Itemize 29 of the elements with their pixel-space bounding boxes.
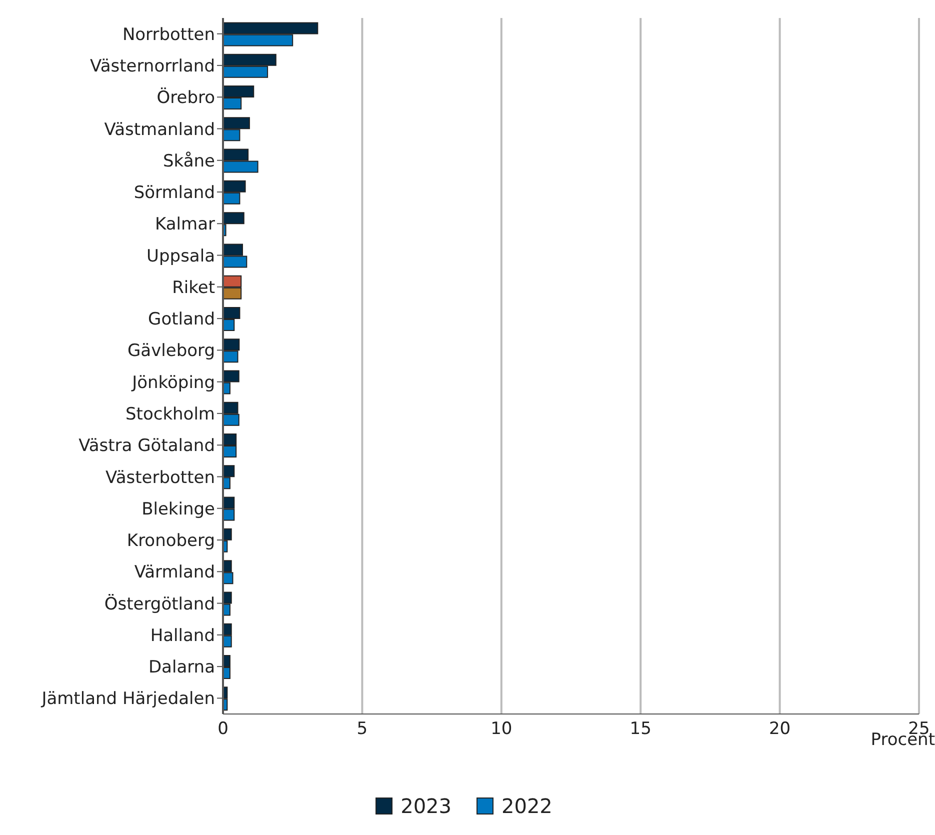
legend-label: 2023 (400, 794, 452, 818)
y-tick-label: Riket (172, 278, 216, 298)
x-tick-label: 5 (356, 719, 368, 740)
y-tick-label: Örebro (156, 87, 215, 108)
y-tick-label: Stockholm (125, 404, 215, 424)
legend-label: 2022 (502, 794, 552, 818)
y-tick-label: Västra Götaland (78, 436, 215, 456)
y-tick-label: Gävleborg (127, 341, 215, 362)
x-tick-label: 15 (630, 719, 652, 740)
y-tick-label: Västernorrland (90, 56, 215, 76)
y-tick-label: Sörmland (134, 183, 215, 204)
y-tick-label: Jönköping (131, 372, 215, 393)
y-tick-label: Värmland (134, 562, 215, 583)
y-tick-label: Jämtland Härjedalen (40, 689, 215, 710)
y-tick-label: Östergötland (104, 593, 215, 614)
y-tick-label: Blekinge (142, 499, 215, 520)
y-tick-label: Halland (150, 626, 215, 646)
x-tick-label: 20 (768, 719, 791, 740)
x-tick-label: 10 (490, 719, 512, 740)
y-tick-label: Västmanland (104, 120, 215, 140)
y-tick-label: Kronoberg (126, 531, 215, 552)
y-tick-label: Gotland (148, 310, 215, 330)
y-tick-label: Uppsala (146, 246, 215, 266)
y-tick-label: Dalarna (148, 658, 215, 678)
y-tick-label: Västerbotten (106, 468, 215, 488)
y-tick-label: Norrbotten (122, 24, 215, 45)
y-tick-label: Kalmar (155, 214, 215, 235)
y-tick-label: Skåne (163, 151, 215, 172)
x-tick-label: 0 (218, 719, 228, 740)
